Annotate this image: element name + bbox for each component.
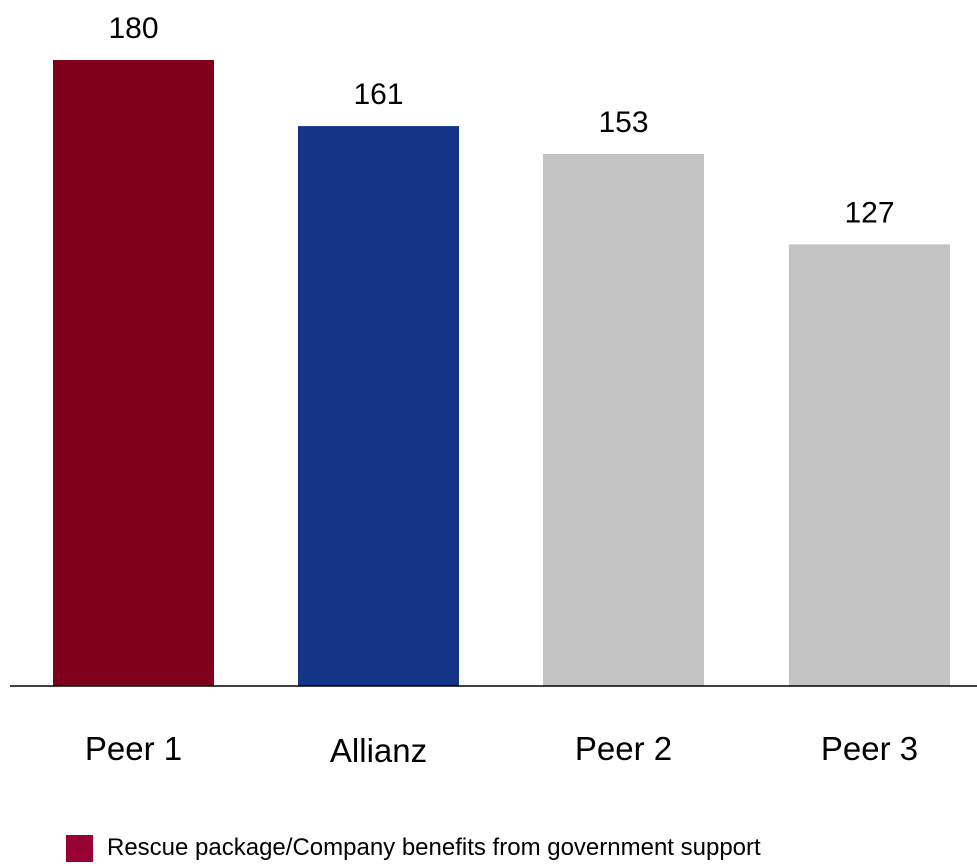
- category-label: Allianz: [330, 732, 427, 769]
- bar-allianz: [298, 126, 459, 687]
- category-labels-group: Peer 1 Allianz Peer 2 Peer 3: [85, 730, 918, 769]
- legend: Rescue package/Company benefits from gov…: [66, 834, 761, 862]
- category-label: Peer 3: [821, 730, 918, 767]
- value-label: 153: [598, 106, 648, 139]
- legend-label: Rescue package/Company benefits from gov…: [107, 834, 761, 861]
- legend-swatch: [66, 834, 93, 862]
- bar-peer-2: [543, 153, 704, 686]
- category-label: Peer 1: [85, 730, 182, 767]
- bar-peer-1: [53, 60, 214, 686]
- value-label: 180: [108, 12, 158, 45]
- bars-group: [53, 60, 950, 687]
- bar-peer-3: [789, 244, 950, 687]
- category-label: Peer 2: [575, 730, 672, 767]
- value-label: 127: [844, 196, 894, 229]
- value-labels-group: 180 161 153 127: [108, 12, 894, 229]
- value-label: 161: [353, 78, 403, 111]
